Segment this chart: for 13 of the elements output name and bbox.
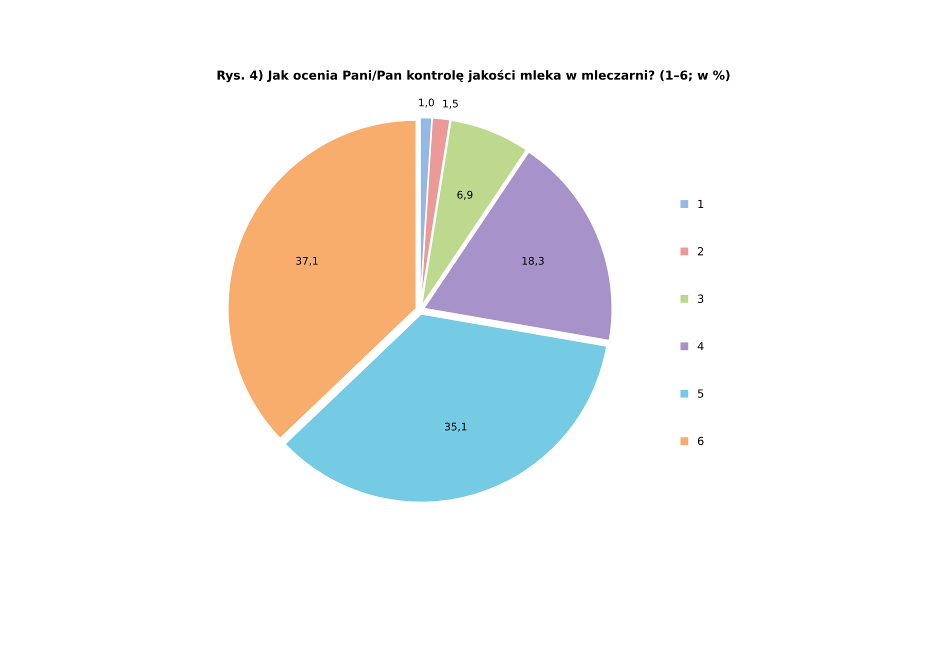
legend-label: 4 [698, 342, 704, 350]
data-label: 37,1 [296, 256, 318, 266]
data-label: 1,0 [419, 98, 434, 108]
data-label: 18,3 [522, 256, 544, 266]
data-label: 1,5 [443, 100, 458, 109]
legend-label: 2 [698, 247, 704, 256]
legend-label: 5 [698, 389, 704, 398]
legend-label: 3 [698, 294, 704, 303]
chart-title: Rys. 4) Jak ocenia Pani/Pan kontrolę jakości mleka w mleczarni? (1–6; w %) [218, 70, 730, 82]
legend-label: 1 [698, 200, 704, 208]
data-label: 35,1 [444, 422, 466, 432]
data-label: 6,9 [457, 190, 472, 200]
legend-label: 6 [698, 436, 704, 446]
